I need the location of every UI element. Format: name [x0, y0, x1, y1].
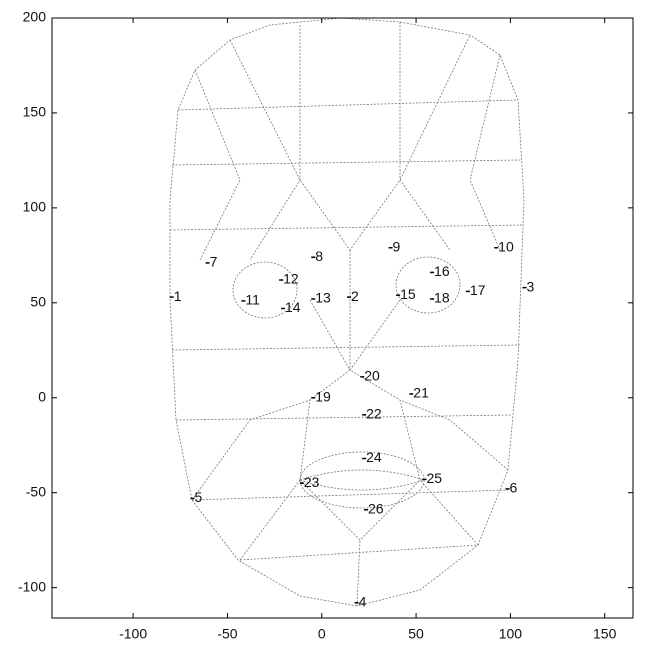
landmark-label: 19 [315, 388, 331, 404]
y-tick-label: 0 [38, 388, 46, 404]
landmark-label: 25 [427, 470, 443, 486]
landmark-label: 9 [393, 238, 401, 254]
y-tick-label: -50 [26, 483, 46, 499]
landmark-label: 2 [351, 288, 359, 304]
chart: -100-50050100150-100-5005010015020012345… [0, 0, 646, 647]
landmark-label: 5 [194, 489, 202, 505]
y-tick-label: -100 [18, 578, 46, 594]
landmark-label: 11 [245, 292, 260, 308]
x-tick-label: -100 [119, 626, 147, 642]
landmark-label: 13 [315, 290, 331, 306]
landmark-label: 17 [470, 282, 486, 298]
landmark-label: 16 [434, 263, 450, 279]
y-tick-label: 200 [23, 9, 47, 25]
landmark-label: 15 [400, 286, 416, 302]
landmark-label: 18 [434, 290, 450, 306]
landmark-label: 6 [510, 480, 518, 496]
landmark-label: 23 [304, 474, 320, 490]
landmark-label: 4 [359, 594, 367, 610]
y-tick-label: 150 [23, 104, 47, 120]
landmark-label: 10 [498, 238, 514, 254]
face-mesh [170, 18, 524, 606]
x-tick-label: 0 [318, 626, 326, 642]
x-tick-label: 50 [408, 626, 424, 642]
y-tick-label: 100 [23, 199, 47, 215]
landmark-label: 3 [526, 278, 534, 294]
y-tick-label: 50 [30, 294, 46, 310]
landmark-label: 8 [315, 248, 323, 264]
landmark-label: 7 [210, 254, 218, 270]
landmark-label: 20 [364, 368, 380, 384]
landmark-label: 12 [283, 271, 299, 287]
landmark-label: 24 [366, 449, 382, 465]
landmark-label: 22 [366, 406, 382, 422]
landmark-label: 21 [413, 385, 429, 401]
x-tick-label: 100 [499, 626, 523, 642]
landmark-label: 14 [285, 299, 301, 315]
landmark-label: 26 [368, 500, 384, 516]
landmark-label: 1 [174, 288, 182, 304]
x-tick-label: 150 [593, 626, 617, 642]
plot-frame [52, 18, 633, 618]
x-tick-label: -50 [217, 626, 237, 642]
